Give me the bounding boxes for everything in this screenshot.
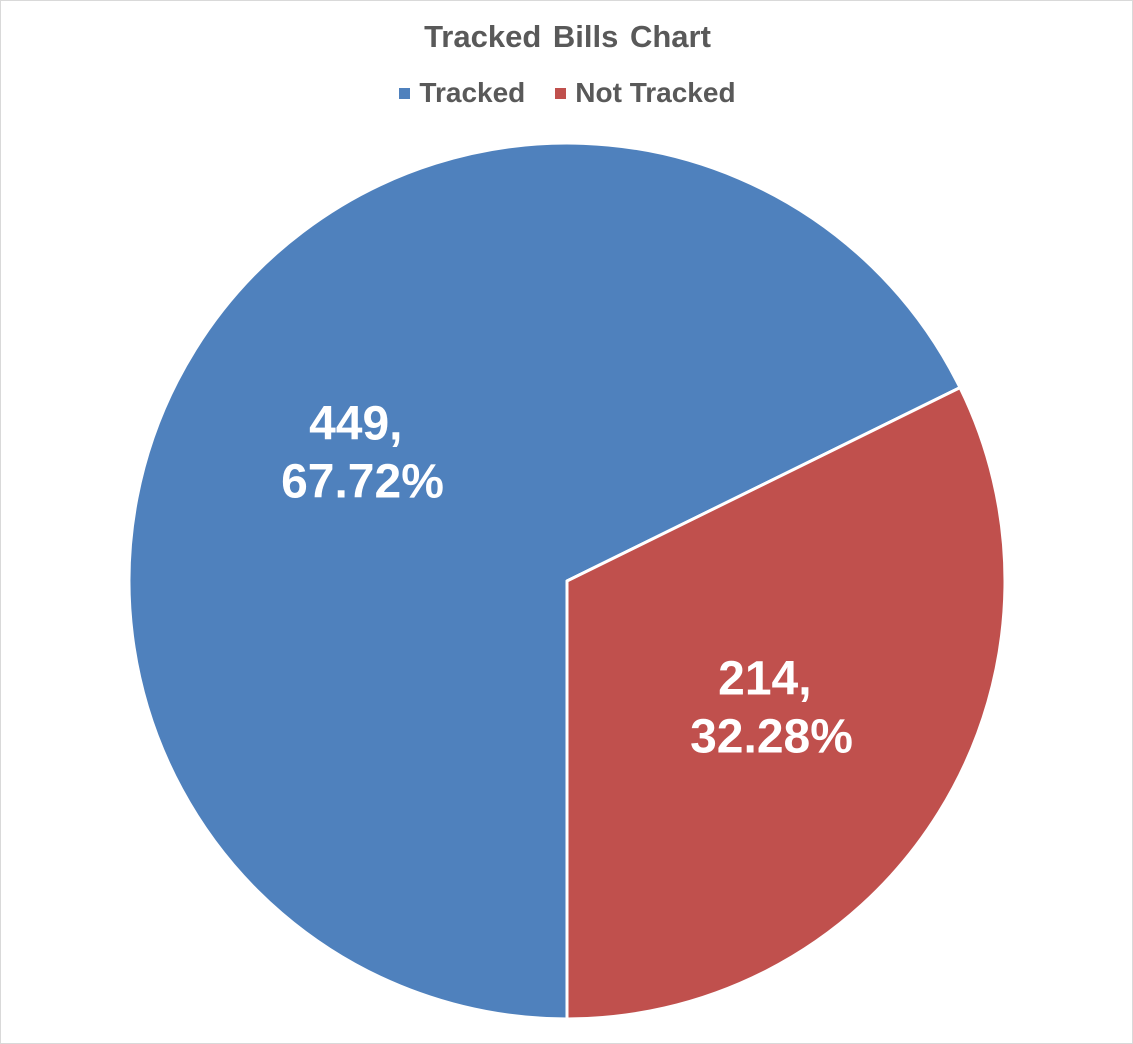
pie-data-labels: 449, 67.72% 214, 32.28%: [281, 398, 853, 764]
legend-swatch-not-tracked: [555, 87, 567, 99]
pie-slice-not-tracked: [565, 386, 1007, 1021]
chart-title: Tracked Bills Chart: [424, 19, 711, 54]
legend-item-tracked: Tracked: [399, 77, 525, 109]
legend-item-not-tracked: Not Tracked: [555, 77, 736, 109]
data-label-not-tracked-percent: 32.28%: [690, 710, 853, 763]
data-label-tracked: 449, 67.72%: [281, 398, 444, 509]
legend: Tracked Not Tracked: [1, 77, 1132, 109]
legend-label-not-tracked: Not Tracked: [575, 77, 736, 108]
legend-label-tracked: Tracked: [419, 77, 526, 108]
data-label-tracked-percent: 67.72%: [281, 456, 444, 509]
pie-slice-tracked: [127, 141, 962, 1021]
legend-swatch-tracked: [399, 87, 411, 99]
data-label-not-tracked: 214, 32.28%: [690, 652, 853, 763]
data-label-not-tracked-value: 214,: [718, 652, 811, 705]
pie-slices: [127, 141, 1007, 1021]
data-label-tracked-value: 449,: [309, 398, 402, 451]
